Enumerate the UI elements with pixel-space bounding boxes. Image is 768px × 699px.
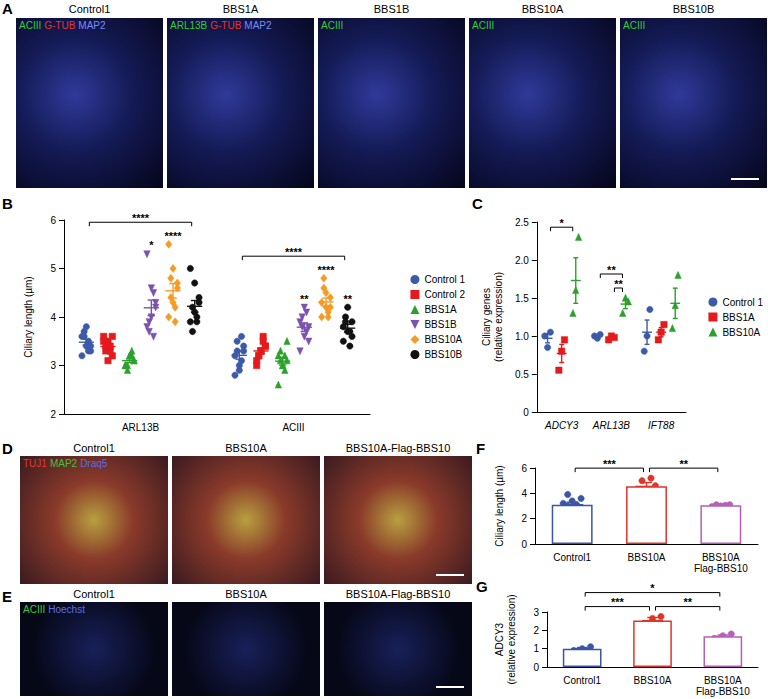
html-text:ACIII: ACIII [321,20,344,31]
html-text:BBS10A-Flag-BBS10: BBS10A-Flag-BBS10 [345,442,451,454]
svg-text:3: 3 [50,360,56,371]
svg-text:ARL13B: ARL13B [122,422,160,433]
svg-text:**: ** [607,264,616,276]
svg-text:Control1: Control1 [553,552,591,563]
svg-text:6: 6 [521,463,527,474]
html-text:D: D [2,440,13,457]
svg-text:ADCY3: ADCY3 [494,622,505,656]
svg-text:****: **** [317,264,335,276]
svg-text:**: ** [614,278,623,290]
svg-text:BBS1A: BBS1A [424,304,457,315]
html-text:BBS10A-Flag-BBS10: BBS10A-Flag-BBS10 [345,588,451,600]
svg-text:ADCY3: ADCY3 [544,420,579,431]
svg-text:Flag-BBS10: Flag-BBS10 [694,563,748,574]
html-text:ACIII G-TUB MAP2: ACIII G-TUB MAP2 [19,20,106,31]
html-text:C: C [472,195,483,212]
svg-text:*: * [650,582,655,594]
svg-text:ARL13B: ARL13B [592,420,631,431]
svg-text:**: ** [683,596,692,608]
svg-text:5: 5 [50,263,56,274]
svg-text:**: ** [679,458,688,470]
svg-text:BBS1B: BBS1B [424,319,457,330]
html-text:ACIII Hoechst: ACIII Hoechst [23,604,85,615]
svg-text:****: **** [132,212,150,224]
html-text:Control1: Control1 [73,442,115,454]
svg-text:Control 1: Control 1 [424,274,465,285]
html-text:BBS1B: BBS1B [373,3,410,15]
svg-text:2: 2 [533,625,539,636]
svg-text:2: 2 [521,513,527,524]
svg-text:1.0: 1.0 [515,331,529,342]
svg-text:(relative expression): (relative expression) [506,594,517,684]
svg-text:3: 3 [533,607,539,618]
svg-text:Control 1: Control 1 [722,297,763,308]
svg-text:*: * [560,217,565,229]
svg-text:Ciliary length (µm): Ciliary length (µm) [494,465,505,546]
html-text:BBS10A: BBS10A [225,442,267,454]
html-text:A: A [2,0,13,17]
svg-text:BBS10A: BBS10A [722,327,760,338]
svg-text:***: *** [611,596,625,608]
svg-text:BBS10A: BBS10A [634,675,672,686]
html-text:TUJ1 MAP2 Draq5: TUJ1 MAP2 Draq5 [23,458,108,469]
svg-text:1: 1 [533,643,539,654]
svg-text:0: 0 [533,662,539,673]
svg-text:*: * [149,239,154,251]
html-text:BBS10B: BBS10B [672,3,715,15]
html-text:ARL13B G-TUB MAP2: ARL13B G-TUB MAP2 [170,20,272,31]
svg-text:**: ** [300,293,309,305]
svg-text:(relative expression): (relative expression) [493,272,504,362]
html-text:ACIII: ACIII [472,20,495,31]
svg-text:ACIII: ACIII [282,422,304,433]
svg-text:1.5: 1.5 [515,293,529,304]
html-text:Control1: Control1 [73,588,115,600]
html-text:G: G [476,578,488,595]
svg-text:***: *** [603,458,617,470]
svg-text:****: **** [285,246,303,258]
html-text:F: F [476,440,486,457]
svg-text:BBS10A: BBS10A [702,552,740,563]
html-text:Control1: Control1 [68,3,111,15]
svg-text:2: 2 [50,409,56,420]
svg-text:BBS10A: BBS10A [424,334,462,345]
html-text:BBS10A: BBS10A [225,588,267,600]
svg-text:Ciliary genes: Ciliary genes [481,288,492,346]
svg-text:2.5: 2.5 [515,217,529,228]
svg-text:6: 6 [50,215,56,226]
svg-text:Ciliary length (µm): Ciliary length (µm) [23,276,34,357]
svg-text:Control 2: Control 2 [424,289,465,300]
svg-text:BBS10A: BBS10A [704,675,742,686]
html-text:BBS1A: BBS1A [222,3,259,15]
svg-text:**: ** [343,293,352,305]
html-text:ACIII: ACIII [623,20,646,31]
svg-text:0.5: 0.5 [515,369,529,380]
svg-text:IFT88: IFT88 [648,420,675,431]
svg-text:BBS1A: BBS1A [722,312,755,323]
svg-text:****: **** [164,230,182,242]
svg-text:BBS10B: BBS10B [424,349,462,360]
svg-text:4: 4 [50,312,56,323]
html-text:E: E [2,588,12,605]
svg-text:Flag-BBS10: Flag-BBS10 [696,686,750,697]
svg-text:2.0: 2.0 [515,255,529,266]
html-text:BBS10A: BBS10A [521,3,564,15]
html-text:B: B [2,195,13,212]
svg-text:Control1: Control1 [563,675,601,686]
svg-text:4: 4 [521,488,527,499]
svg-text:BBS10A: BBS10A [628,552,666,563]
svg-text:0: 0 [521,539,527,550]
svg-text:0: 0 [523,407,529,418]
